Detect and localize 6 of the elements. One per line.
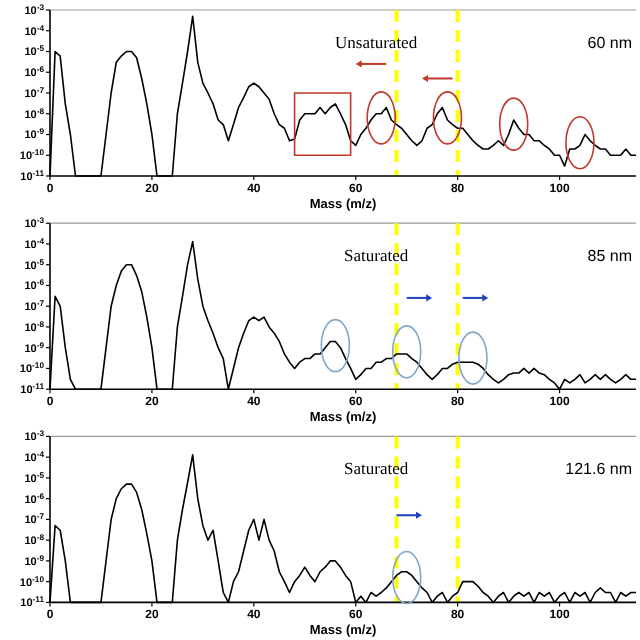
annotation: 121.6 nm [565,460,633,479]
annotation: Unsaturated [335,32,419,52]
annotation: 85 nm [587,247,633,266]
annotation: Saturated [344,245,410,266]
annotation: Saturated [344,458,410,479]
annotation: 60 nm [587,34,633,52]
